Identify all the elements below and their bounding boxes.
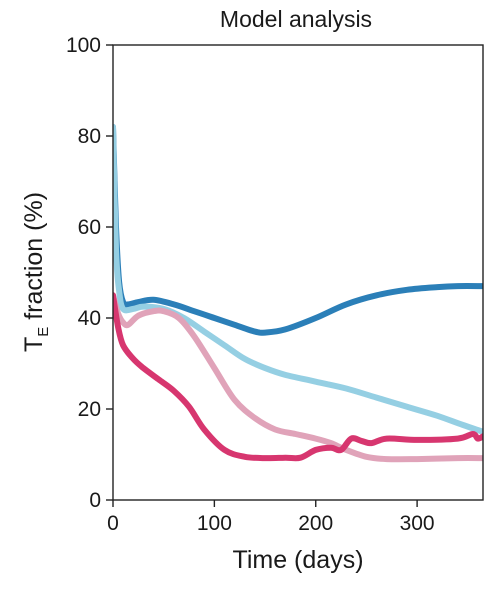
y-axis-label-main: T xyxy=(20,337,48,352)
series-line-1 xyxy=(113,123,483,336)
y-axis-label: TE fraction (%) xyxy=(20,192,52,352)
x-tick-label: 100 xyxy=(197,512,232,535)
plot-area: 0 20 40 60 80 100 0 100 200 300 xyxy=(66,34,484,535)
y-tick-label: 60 xyxy=(78,216,101,239)
x-tick-label: 300 xyxy=(400,512,435,535)
plot-frame xyxy=(112,44,484,501)
y-tick-label: 20 xyxy=(78,398,101,421)
y-axis-label-rest: fraction (%) xyxy=(20,192,48,327)
y-tick-label: 80 xyxy=(78,125,101,148)
y-tick-label: 0 xyxy=(89,489,101,512)
x-tick-label: 0 xyxy=(107,512,119,535)
series-line-4 xyxy=(113,292,483,462)
series-line-3 xyxy=(113,292,483,463)
chart-title: Model analysis xyxy=(220,6,372,32)
y-axis-label-sub: E xyxy=(35,327,52,337)
x-axis-label: Time (days) xyxy=(232,546,363,574)
y-tick-label: 100 xyxy=(66,34,101,57)
x-tick-label: 200 xyxy=(298,512,333,535)
y-tick-label: 40 xyxy=(78,307,101,330)
series-line-2 xyxy=(113,123,483,435)
